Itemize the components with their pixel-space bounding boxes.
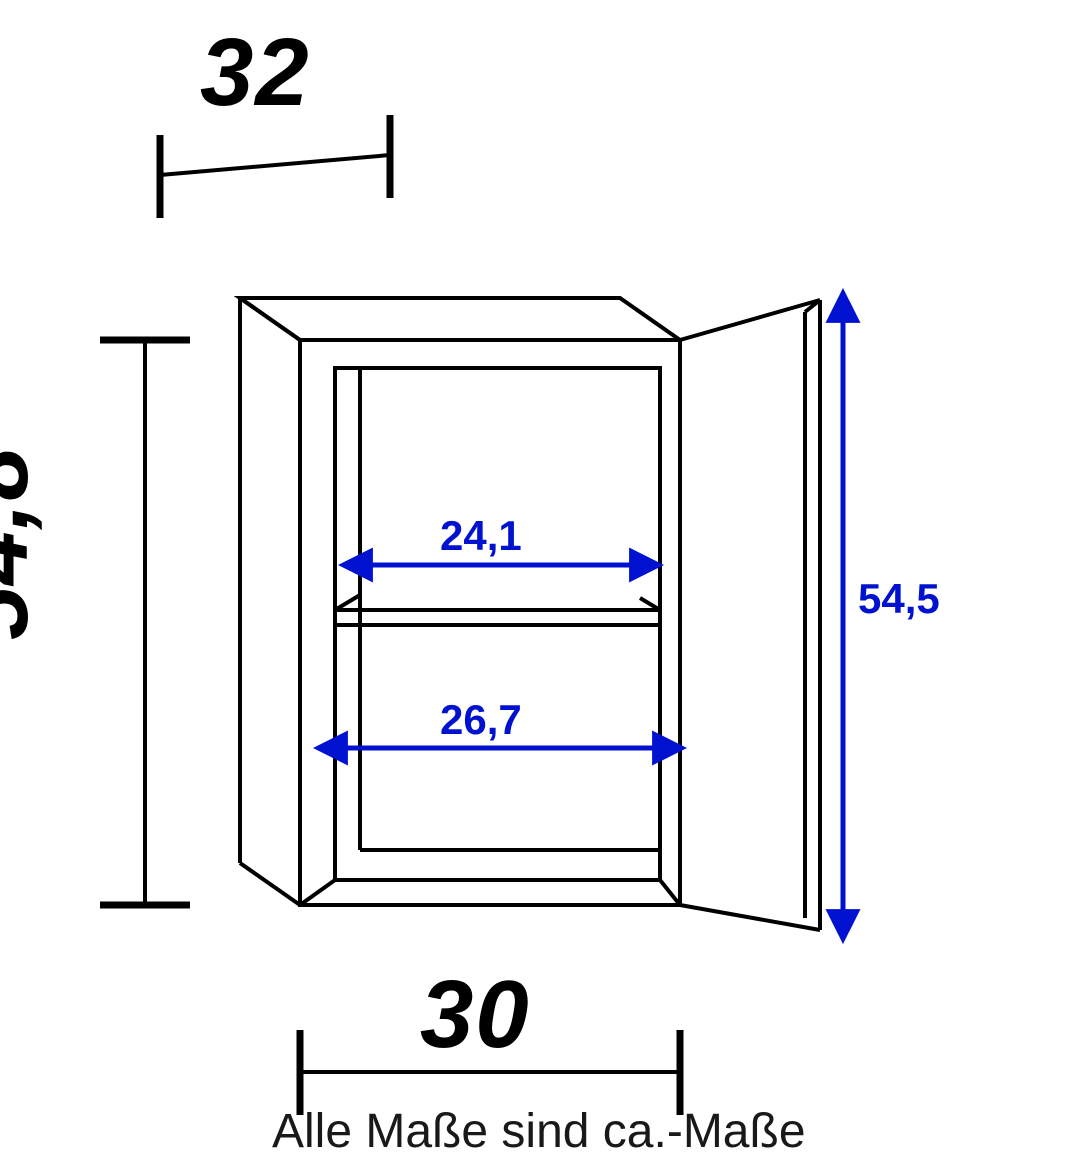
technical-drawing: 32 54,8 30 24,1 26,7 54,5 Alle Maße sind…	[0, 0, 1065, 1171]
drawing-svg	[0, 0, 1065, 1171]
cabinet-outline	[240, 298, 820, 930]
inner-dimensions	[345, 320, 843, 912]
ext-dimension-ticks	[100, 115, 680, 1115]
